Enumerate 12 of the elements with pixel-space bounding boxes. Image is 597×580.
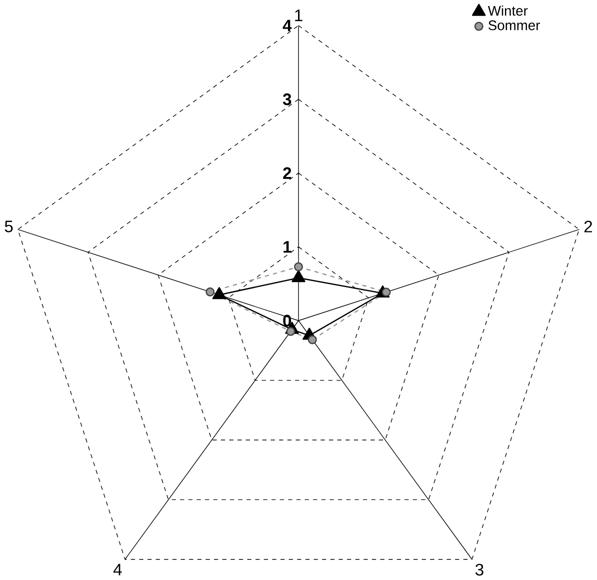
legend-label: Sommer (488, 20, 540, 30)
spoke-label: 2 (584, 220, 592, 232)
spoke-label: 1 (295, 10, 302, 22)
spoke-label: 5 (4, 220, 13, 232)
y-tick-label: 0 (283, 314, 292, 327)
spoke-label: 3 (475, 564, 484, 576)
y-tick-label: 1 (284, 241, 292, 253)
y-tick-label: 4 (282, 20, 292, 32)
y-tick-label: 2 (283, 167, 292, 180)
y-tick-label: 3 (282, 94, 292, 106)
legend-label: Winter (488, 6, 528, 16)
spoke-label: 4 (113, 564, 122, 576)
